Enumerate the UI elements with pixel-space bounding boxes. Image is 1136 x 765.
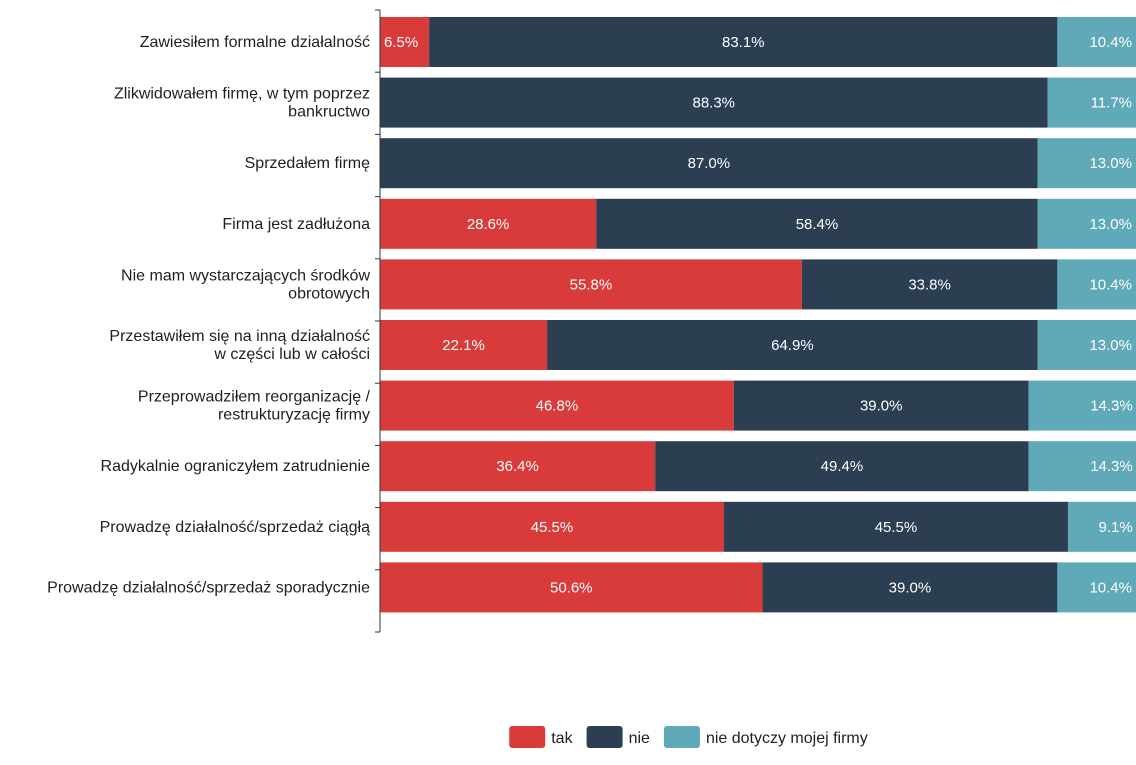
data-label-nie-7: 49.4% — [821, 458, 864, 475]
legend-swatch-nie-dotyczy-mojej-firmy — [663, 726, 700, 748]
legend-swatch-nie — [586, 726, 623, 748]
bar-segment-nie-8 — [723, 501, 1068, 552]
bar-segment-nie-dotyczy-mojej-firmy-0 — [1057, 17, 1136, 67]
bar-segment-nie-dotyczy-mojej-firmy-1 — [1047, 77, 1136, 128]
legend-item-tak: tak — [509, 726, 574, 748]
data-label-tak-8: 45.5% — [531, 519, 574, 536]
data-label-tak-5: 22.1% — [442, 337, 485, 354]
category-axis: Zawiesiłem formalne działalność Zlikwidow… — [47, 9, 381, 633]
bar-segment-nie-dotyczy-mojej-firmy-9 — [1057, 562, 1136, 613]
legend-label-nie: nie — [629, 730, 650, 747]
bars-group: 6.5% 83.1% 10.4% 88.3% 11.7% 87.0% 13.0% 28.6% 5… — [380, 17, 1136, 613]
bar-segment-nie-0 — [429, 17, 1058, 67]
category-label-0: Zawiesiłem formalne działalność — [140, 34, 370, 51]
legend-item-nie-dotyczy-mojej-firmy: nie dotyczy mojej firmy — [663, 726, 868, 748]
legend: tak nie nie dotyczy mojej firmy — [509, 726, 868, 748]
bar-segment-tak-6 — [380, 380, 734, 431]
data-label-nie-2: 87.0% — [688, 155, 731, 172]
data-label-nie-4: 33.8% — [908, 276, 951, 293]
bar-segment-nie-dotyczy-mojej-firmy-2 — [1037, 138, 1136, 189]
category-label-1-line-1: bankructwo — [288, 104, 370, 121]
bar-segment-nie-1 — [380, 77, 1048, 128]
category-label-1-line-0: Zlikwidowałem firmę, w tym poprzez — [114, 86, 370, 103]
data-label-tak-9: 50.6% — [550, 579, 593, 596]
bar-segment-nie-4 — [801, 259, 1058, 310]
legend-label-nie-dotyczy-mojej-firmy: nie dotyczy mojej firmy — [706, 730, 868, 747]
bar-segment-nie-dotyczy-mojej-firmy-8 — [1067, 501, 1136, 552]
legend-item-nie: nie — [586, 726, 650, 748]
data-label-tak-0: 6.5% — [384, 34, 418, 51]
bar-segment-tak-7 — [380, 441, 656, 492]
bar-segment-nie-3 — [596, 198, 1038, 249]
bar-segment-nie-dotyczy-mojej-firmy-5 — [1037, 320, 1136, 370]
data-label-tak-7: 36.4% — [496, 458, 539, 475]
legend-swatch-tak — [509, 726, 546, 748]
bar-segment-nie-2 — [380, 138, 1038, 189]
category-label-5-line-0: Przestawiłem się na inną działalność — [109, 328, 370, 345]
bar-segment-tak-9 — [380, 562, 763, 613]
category-label-4-line-0: Nie mam wystarczających środków — [121, 267, 370, 284]
data-label-nie-dotyczy-mojej-firmy-1: 11.7% — [1091, 95, 1132, 112]
legend-label-tak: tak — [551, 730, 573, 747]
bar-segment-tak-3 — [380, 198, 597, 249]
category-label-3: Firma jest zadłużona — [222, 216, 370, 233]
data-label-nie-dotyczy-mojej-firmy-0: 10.4% — [1089, 34, 1132, 51]
bar-segment-nie-9 — [762, 562, 1058, 613]
data-label-nie-9: 39.0% — [889, 579, 932, 596]
data-label-nie-dotyczy-mojej-firmy-8: 9.1% — [1099, 519, 1133, 536]
category-label-7: Radykalnie ograniczyłem zatrudnienie — [101, 458, 371, 475]
data-label-nie-1: 88.3% — [692, 95, 735, 112]
bar-segment-nie-dotyczy-mojej-firmy-3 — [1037, 198, 1136, 249]
data-label-nie-dotyczy-mojej-firmy-6: 14.3% — [1090, 398, 1133, 415]
data-label-tak-6: 46.8% — [536, 398, 579, 415]
data-label-nie-6: 39.0% — [860, 398, 903, 415]
data-label-nie-dotyczy-mojej-firmy-4: 10.4% — [1089, 276, 1132, 293]
bar-segment-tak-0 — [380, 17, 430, 67]
data-label-nie-dotyczy-mojej-firmy-3: 13.0% — [1089, 216, 1132, 233]
bar-segment-nie-5 — [547, 320, 1038, 370]
category-label-2: Sprzedałem firmę — [245, 155, 370, 172]
bar-segment-nie-dotyczy-mojej-firmy-4 — [1057, 259, 1136, 310]
bar-segment-tak-8 — [380, 501, 724, 552]
data-label-nie-8: 45.5% — [875, 519, 918, 536]
data-label-nie-dotyczy-mojej-firmy-2: 13.0% — [1089, 155, 1132, 172]
data-label-tak-3: 28.6% — [467, 216, 510, 233]
category-label-6-line-1: restrukturyzację firmy — [218, 407, 370, 424]
bar-segment-nie-dotyczy-mojej-firmy-6 — [1028, 380, 1136, 431]
data-label-nie-3: 58.4% — [796, 216, 839, 233]
category-label-6-line-0: Przeprowadziłem reorganizację / — [138, 389, 371, 406]
data-label-nie-5: 64.9% — [771, 337, 814, 354]
category-label-8: Prowadzę działalność/sprzedaż ciągłą — [100, 519, 370, 536]
data-label-nie-dotyczy-mojej-firmy-9: 10.4% — [1089, 579, 1132, 596]
data-label-nie-dotyczy-mojej-firmy-5: 13.0% — [1089, 337, 1132, 354]
bar-segment-tak-4 — [380, 259, 802, 310]
data-label-nie-dotyczy-mojej-firmy-7: 14.3% — [1090, 458, 1133, 475]
data-label-nie-0: 83.1% — [722, 34, 765, 51]
category-label-5-line-1: w części lub w całości — [213, 346, 370, 363]
data-label-tak-4: 55.8% — [570, 276, 613, 293]
bar-segment-nie-dotyczy-mojej-firmy-7 — [1028, 441, 1136, 492]
category-label-9: Prowadzę działalność/sprzedaż sporadyczn… — [47, 579, 370, 596]
bar-segment-nie-7 — [655, 441, 1029, 492]
bar-segment-tak-5 — [380, 320, 548, 370]
category-label-4-line-1: obrotowych — [288, 285, 370, 302]
bar-segment-nie-6 — [733, 380, 1029, 431]
